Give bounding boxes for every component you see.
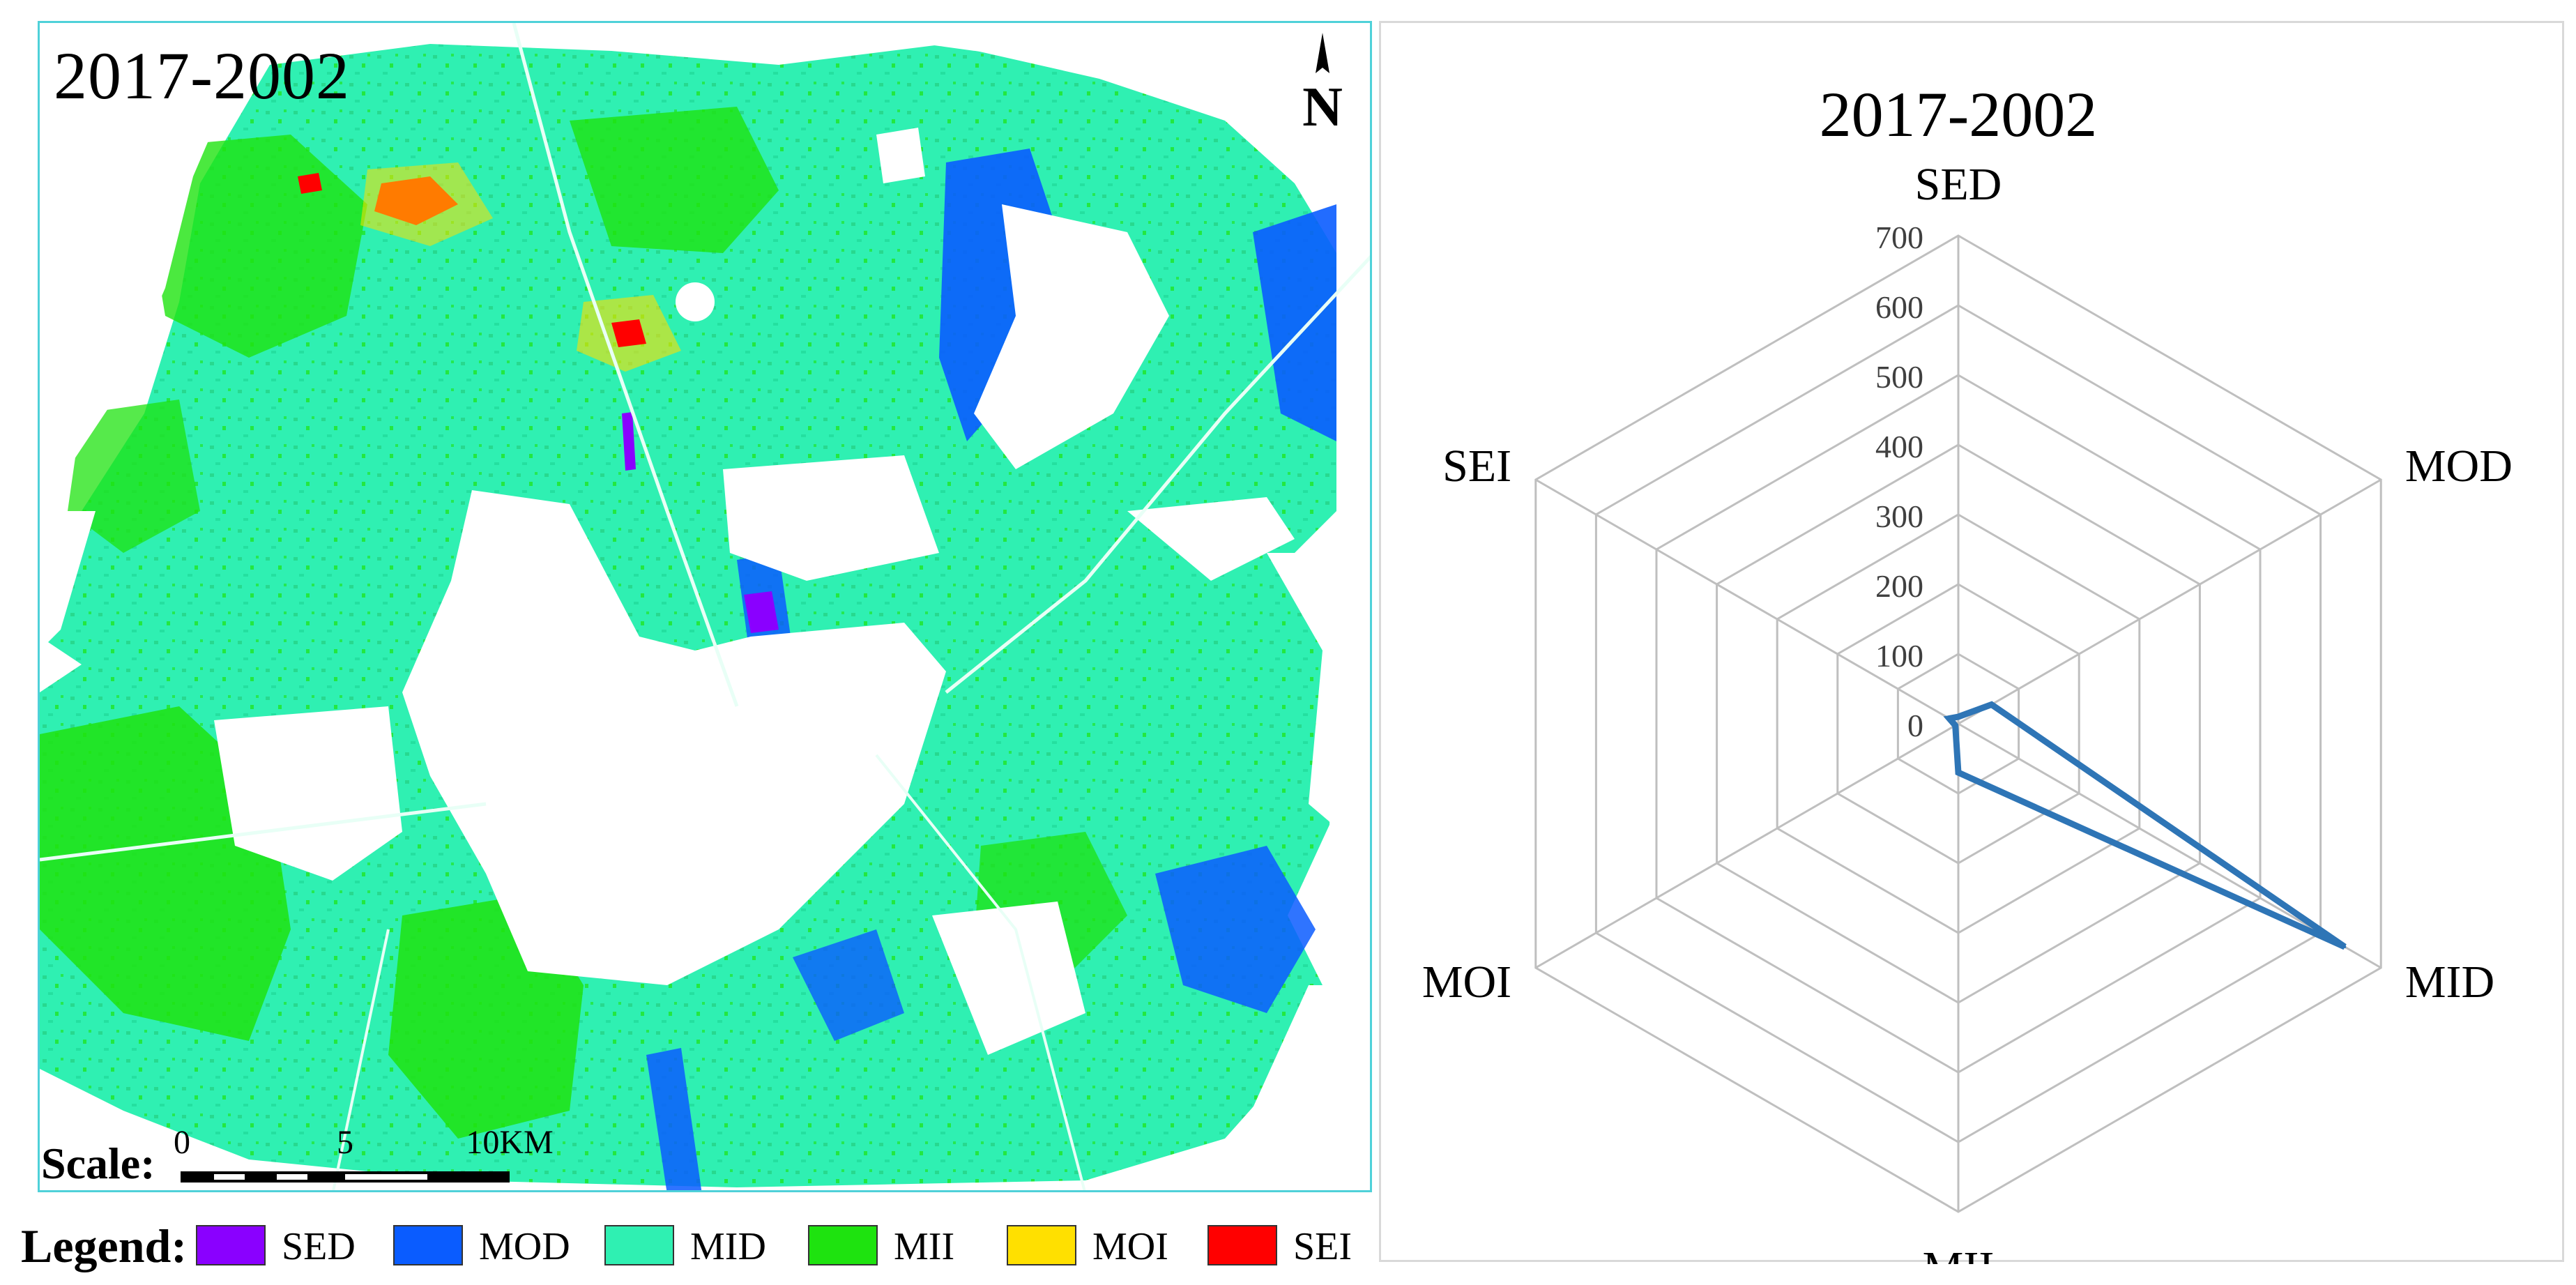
radar-tick-label: 100 <box>1875 638 1923 674</box>
legend-swatch-sed <box>196 1225 266 1265</box>
map-panel: 2017-2002 N Scale: 0 5 10KM <box>38 21 1372 1192</box>
radar-point-mod <box>1990 703 1993 706</box>
radar-tick-label: 200 <box>1875 568 1923 604</box>
radar-axis-label-mid: MID <box>2405 957 2494 1008</box>
radar-tick-label: 0 <box>1907 708 1923 743</box>
change-map <box>40 23 1370 1190</box>
north-label: N <box>1302 77 1343 136</box>
radar-axis-label-moi: MOI <box>1422 957 1511 1008</box>
chart-title: 2017-2002 <box>1820 79 2098 150</box>
scale-tick-5: 5 <box>337 1124 353 1161</box>
legend-label-mod: MOD <box>479 1225 570 1268</box>
north-arrow-icon: N <box>1302 33 1343 136</box>
scale-tick-10: 10KM <box>466 1124 553 1161</box>
radar-point-sei <box>1948 717 1951 720</box>
radar-tick-label: 500 <box>1875 359 1923 395</box>
legend-label-moi: MOI <box>1092 1225 1168 1268</box>
radar-tick-label: 300 <box>1875 499 1923 534</box>
legend-swatch-mod <box>393 1225 463 1265</box>
legend-label-sed: SED <box>282 1225 356 1268</box>
radar-chart-panel: 2017-2002 0 100 200 300 400 500 600 700 SED MOD M… <box>1379 21 2564 1264</box>
scale-label: Scale: <box>41 1139 155 1188</box>
map-sed-area <box>744 591 779 633</box>
radar-chart: 2017-2002 0 100 200 300 400 500 600 700 SED MOD M… <box>1422 79 2513 1264</box>
radar-spoke <box>1535 722 1959 969</box>
radar-tick-label: 600 <box>1875 289 1923 325</box>
legend-swatch-mii <box>808 1225 878 1265</box>
map-title: 2017-2002 <box>54 38 350 113</box>
legend-svg: Legend: SED MOD MID MII MOI SEI <box>21 1219 1352 1272</box>
radar-tick-label: 400 <box>1875 429 1923 464</box>
scale-bar: Scale: 0 5 10KM <box>41 1124 554 1188</box>
radar-point-mii <box>1957 771 1960 774</box>
legend-swatch-mid <box>604 1225 674 1265</box>
legend: Legend: SED MOD MID MII MOI SEI <box>21 1212 1380 1282</box>
radar-axis-label-sed: SED <box>1915 159 2002 210</box>
radar-point-mid <box>2343 945 2347 948</box>
legend-label-sei: SEI <box>1293 1225 1352 1268</box>
scale-tick-0: 0 <box>174 1124 190 1161</box>
radar-spoke <box>1535 478 1959 725</box>
radar-series-line <box>1943 701 2347 950</box>
legend-label: Legend: <box>21 1219 187 1272</box>
radar-point-moi <box>1953 724 1957 727</box>
legend-swatch-sei <box>1207 1225 1277 1265</box>
radar-axis-label-mii: MII <box>1923 1242 1995 1264</box>
radar-axis-label-mod: MOD <box>2405 441 2513 492</box>
radar-spoke <box>1958 478 2381 725</box>
legend-swatch-moi <box>1007 1225 1076 1265</box>
radar-point-sed <box>1957 715 1960 718</box>
radar-axis-label-sei: SEI <box>1442 441 1511 492</box>
radar-tick-label: 700 <box>1875 220 1923 255</box>
legend-label-mii: MII <box>894 1225 954 1268</box>
map-nodata <box>402 490 946 985</box>
legend-label-mid: MID <box>690 1225 766 1268</box>
